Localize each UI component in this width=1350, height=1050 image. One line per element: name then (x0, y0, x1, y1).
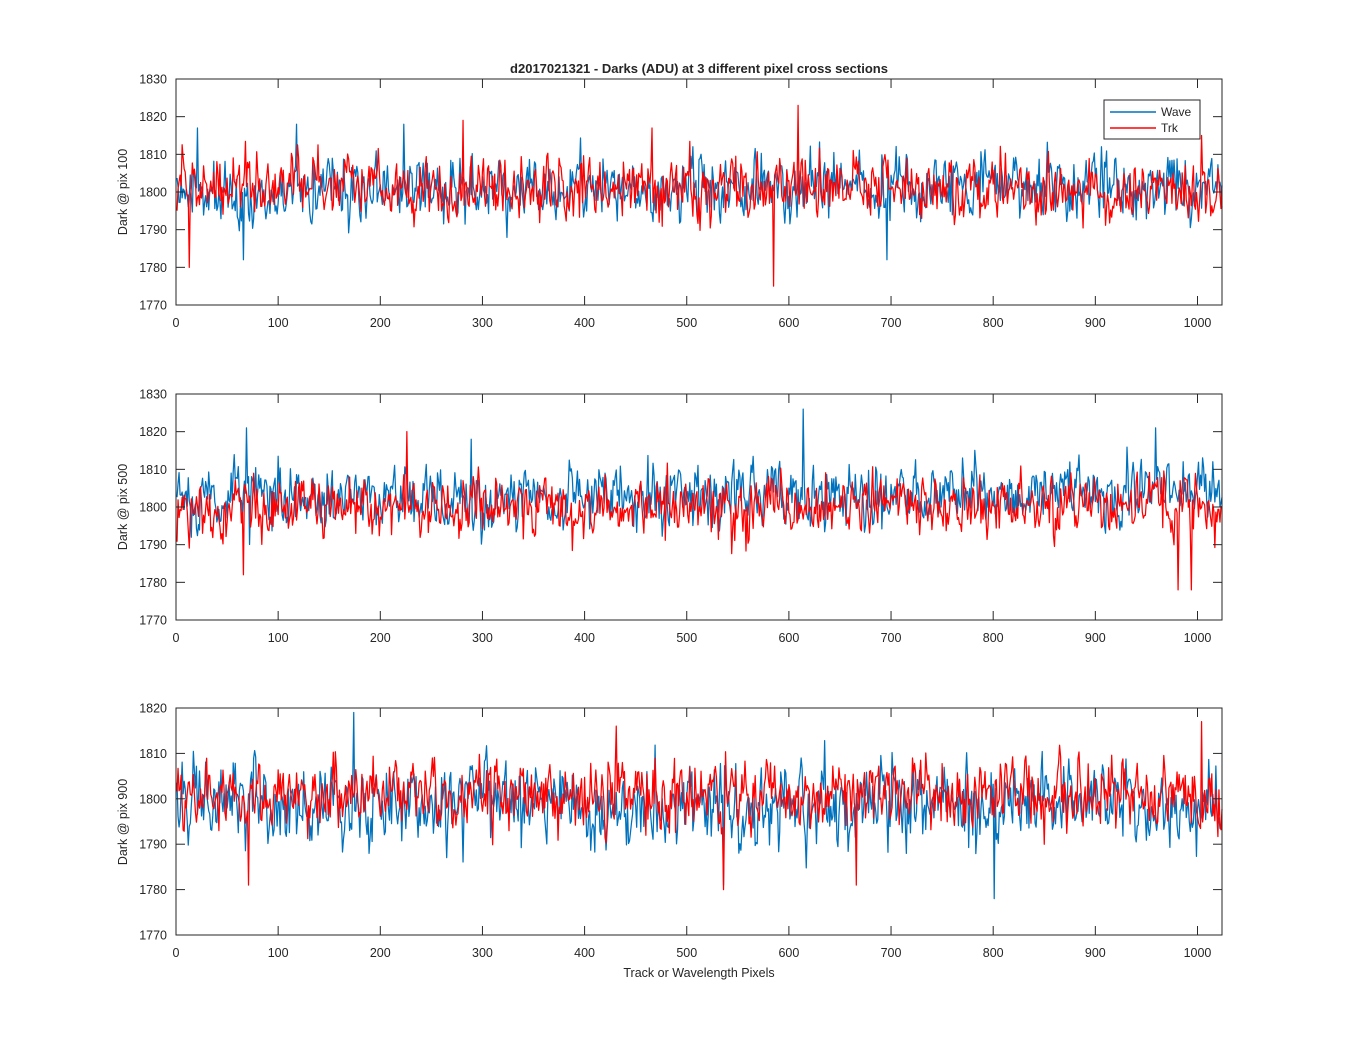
figure-title: d2017021321 - Darks (ADU) at 3 different… (510, 61, 888, 76)
y-tick-label: 1770 (139, 614, 167, 628)
x-tick-label: 700 (881, 316, 902, 330)
x-tick-label: 0 (173, 316, 180, 330)
legend: Wave Trk (1103, 99, 1201, 140)
x-tick-label: 300 (472, 316, 493, 330)
y-tick-label: 1790 (139, 538, 167, 552)
y-tick-label: 1780 (139, 883, 167, 897)
x-tick-label: 800 (983, 631, 1004, 645)
x-tick-label: 700 (881, 631, 902, 645)
x-tick-label: 900 (1085, 946, 1106, 960)
x-tick-label: 600 (778, 946, 799, 960)
x-tick-label: 800 (983, 946, 1004, 960)
x-tick-label: 800 (983, 316, 1004, 330)
x-tick-label: 0 (173, 631, 180, 645)
y-tick-label: 1790 (139, 838, 167, 852)
x-tick-label: 900 (1085, 316, 1106, 330)
subplot-1-axes-box (175, 78, 1223, 306)
x-tick-label: 1000 (1184, 316, 1212, 330)
subplot-3-background (176, 708, 1222, 935)
series-line-trk-panel-3 (176, 720, 1223, 891)
y-tick-label: 1770 (139, 929, 167, 943)
x-tick-label: 0 (173, 946, 180, 960)
subplot-3: 0 100 200 300 400 500 600 700 800 900 1000 1770 1780… (116, 702, 1223, 960)
y-tick-label: 1820 (139, 425, 167, 439)
y-tick-label: 1820 (139, 702, 167, 716)
subplot-3-ylabel: Dark @ pix 900 (116, 779, 130, 865)
subplot-2-ylabel: Dark @ pix 500 (116, 464, 130, 550)
subplot-1-ticks: 0 100 200 300 400 500 600 700 800 900 1000 1770 1780… (139, 73, 1222, 330)
x-tick-label: 600 (778, 631, 799, 645)
x-tick-label: 400 (574, 631, 595, 645)
x-tick-label: 700 (881, 946, 902, 960)
x-tick-label: 200 (370, 631, 391, 645)
y-tick-label: 1810 (139, 747, 167, 761)
x-tick-label: 100 (268, 946, 289, 960)
x-tick-label: 100 (268, 631, 289, 645)
y-tick-label: 1810 (139, 463, 167, 477)
x-axis-label: Track or Wavelength Pixels (623, 966, 774, 980)
x-tick-label: 500 (676, 631, 697, 645)
x-tick-label: 1000 (1184, 631, 1212, 645)
x-tick-label: 200 (370, 316, 391, 330)
subplot-3-axes-box (175, 707, 1223, 936)
y-tick-label: 1780 (139, 576, 167, 590)
subplot-2: 0 100 200 300 400 500 600 700 800 900 1000 1770 1780… (116, 388, 1223, 645)
y-tick-label: 1810 (139, 148, 167, 162)
subplot-3-series (176, 711, 1223, 900)
subplot-1: 0 100 200 300 400 500 600 700 800 900 1000 1770 1780… (116, 73, 1223, 330)
series-line-trk-panel-2 (176, 431, 1223, 591)
x-tick-label: 400 (574, 316, 595, 330)
subplot-2-axes-box (175, 393, 1223, 621)
x-tick-label: 200 (370, 946, 391, 960)
y-tick-label: 1790 (139, 223, 167, 237)
y-tick-label: 1800 (139, 186, 167, 200)
x-tick-label: 300 (472, 946, 493, 960)
legend-label-wave: Wave (1161, 105, 1192, 119)
y-tick-label: 1780 (139, 261, 167, 275)
subplot-1-series (176, 104, 1223, 287)
x-tick-label: 400 (574, 946, 595, 960)
y-tick-label: 1770 (139, 299, 167, 313)
series-line-trk-panel-1 (176, 104, 1223, 287)
x-tick-label: 900 (1085, 631, 1106, 645)
y-tick-label: 1820 (139, 110, 167, 124)
x-tick-label: 500 (676, 316, 697, 330)
legend-box (1103, 99, 1201, 140)
x-tick-label: 300 (472, 631, 493, 645)
x-tick-label: 600 (778, 316, 799, 330)
subplot-3-ticks: 0 100 200 300 400 500 600 700 800 900 1000 1770 1780… (139, 702, 1222, 960)
subplot-2-series (176, 408, 1223, 591)
subplot-1-ylabel: Dark @ pix 100 (116, 149, 130, 235)
x-tick-label: 100 (268, 316, 289, 330)
x-tick-label: 1000 (1184, 946, 1212, 960)
legend-label-trk: Trk (1161, 121, 1179, 135)
x-tick-label: 500 (676, 946, 697, 960)
y-tick-label: 1830 (139, 73, 167, 87)
y-tick-label: 1800 (139, 792, 167, 806)
y-tick-label: 1830 (139, 388, 167, 402)
y-tick-label: 1800 (139, 501, 167, 515)
